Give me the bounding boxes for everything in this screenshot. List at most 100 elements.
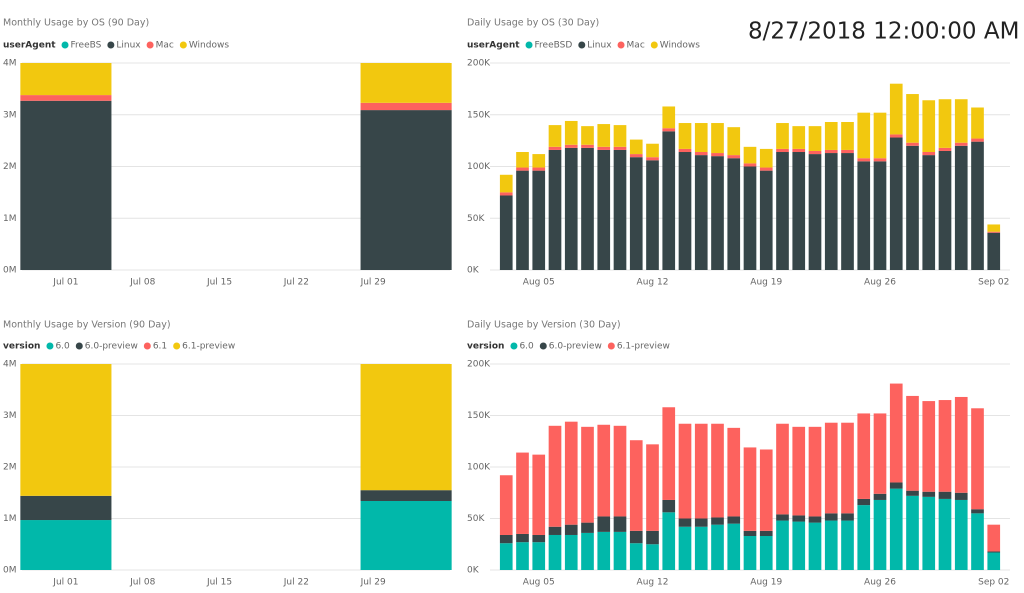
bar-segment <box>792 426 806 516</box>
bar-segment <box>646 530 659 545</box>
bar-segment <box>906 142 919 146</box>
y-tick-label: 3M <box>3 110 17 120</box>
y-tick-label: 2M <box>3 162 17 172</box>
bar-segment <box>841 153 854 270</box>
x-tick-label: Aug 12 <box>637 278 669 288</box>
bar-segment <box>516 167 529 171</box>
bar-segment <box>792 515 806 522</box>
bar-segment <box>922 401 936 492</box>
legend-title: version <box>467 342 504 352</box>
bar-segment <box>792 152 806 270</box>
bar-segment <box>597 531 611 570</box>
bar-segment <box>824 513 838 521</box>
legend-label: 6.1-preview <box>182 342 235 352</box>
y-tick-label: 0K <box>467 266 480 276</box>
y-tick-label: 200K <box>467 59 491 69</box>
bar-segment <box>792 126 806 149</box>
bar-segment <box>678 526 692 570</box>
y-tick-label: 3M <box>3 411 17 421</box>
bar-segment <box>581 126 594 145</box>
y-tick-label: 150K <box>467 110 491 120</box>
bar-segment <box>662 128 676 132</box>
x-tick-label: Jul 08 <box>129 278 155 288</box>
bar-segment <box>581 147 594 270</box>
bar-segment <box>646 143 659 158</box>
bar-segment <box>711 156 724 270</box>
y-tick-label: 50K <box>467 214 485 224</box>
bar-segment <box>889 134 903 138</box>
bar-segment <box>954 499 968 570</box>
bar-segment <box>499 174 513 193</box>
bar-segment <box>808 426 822 517</box>
legend-label: 6.0 <box>55 342 70 352</box>
bar-segment <box>841 513 854 521</box>
x-tick-label: Jul 22 <box>283 278 309 288</box>
bar-segment <box>20 95 112 101</box>
x-tick-label: Aug 26 <box>864 578 896 588</box>
legend-swatch <box>146 41 154 49</box>
bar-segment <box>954 396 968 493</box>
bar-segment <box>532 542 546 570</box>
bar-segment <box>906 395 919 491</box>
bar-segment <box>20 364 112 496</box>
bar-segment <box>808 516 822 523</box>
bar-segment <box>759 148 773 168</box>
bar-segment <box>776 152 789 270</box>
bar-segment <box>20 63 112 96</box>
bar-segment <box>581 532 594 570</box>
bar-segment <box>564 147 578 270</box>
bar-segment <box>776 520 789 570</box>
bar-segment <box>873 493 887 500</box>
bar-segment <box>516 170 529 270</box>
bar-segment <box>678 123 692 149</box>
y-tick-label: 0M <box>3 566 17 576</box>
x-tick-label: Jul 08 <box>129 578 155 588</box>
bar-segment <box>889 488 903 570</box>
x-tick-label: Aug 19 <box>750 278 782 288</box>
bar-segment <box>759 536 773 570</box>
bar-segment <box>857 161 871 270</box>
bar-segment <box>360 63 452 103</box>
bar-segment <box>516 542 529 570</box>
bar-segment <box>954 99 968 143</box>
bar-segment <box>922 100 936 153</box>
bar-segment <box>629 154 643 158</box>
y-tick-label: 2M <box>3 463 17 473</box>
bar-segment <box>873 112 887 159</box>
bar-segment <box>922 491 936 497</box>
bar-segment <box>906 490 919 496</box>
bar-segment <box>954 492 968 500</box>
bar-segment <box>711 123 724 154</box>
y-tick-label: 150K <box>467 411 491 421</box>
y-tick-label: 100K <box>467 463 491 473</box>
bar-segment <box>516 152 529 168</box>
bar-segment <box>873 161 887 270</box>
bar-segment <box>906 94 919 143</box>
bar-segment <box>857 413 871 499</box>
legend-swatch <box>46 342 54 350</box>
bar-segment <box>971 107 984 139</box>
bar-segment <box>597 146 611 150</box>
bar-segment <box>824 520 838 570</box>
bar-segment <box>938 150 952 270</box>
bar-segment <box>20 495 112 521</box>
bar-segment <box>906 145 919 270</box>
bar-segment <box>694 123 708 153</box>
bar-segment <box>646 157 659 161</box>
bar-segment <box>711 423 724 518</box>
bar-segment <box>889 383 903 483</box>
chart-title: Daily Usage by OS (30 Day) <box>467 18 599 29</box>
bar-segment <box>938 498 952 570</box>
y-tick-label: 0M <box>3 266 17 276</box>
bar-segment <box>776 514 789 521</box>
legend-title: version <box>3 342 40 352</box>
bar-segment <box>694 423 708 519</box>
x-tick-label: Aug 26 <box>864 278 896 288</box>
bar-segment <box>597 424 611 517</box>
bar-segment <box>548 146 562 150</box>
bar-segment <box>938 147 952 151</box>
bar-segment <box>646 444 659 531</box>
bar-segment <box>727 427 741 517</box>
bar-segment <box>792 521 806 570</box>
bar-segment <box>694 152 708 156</box>
